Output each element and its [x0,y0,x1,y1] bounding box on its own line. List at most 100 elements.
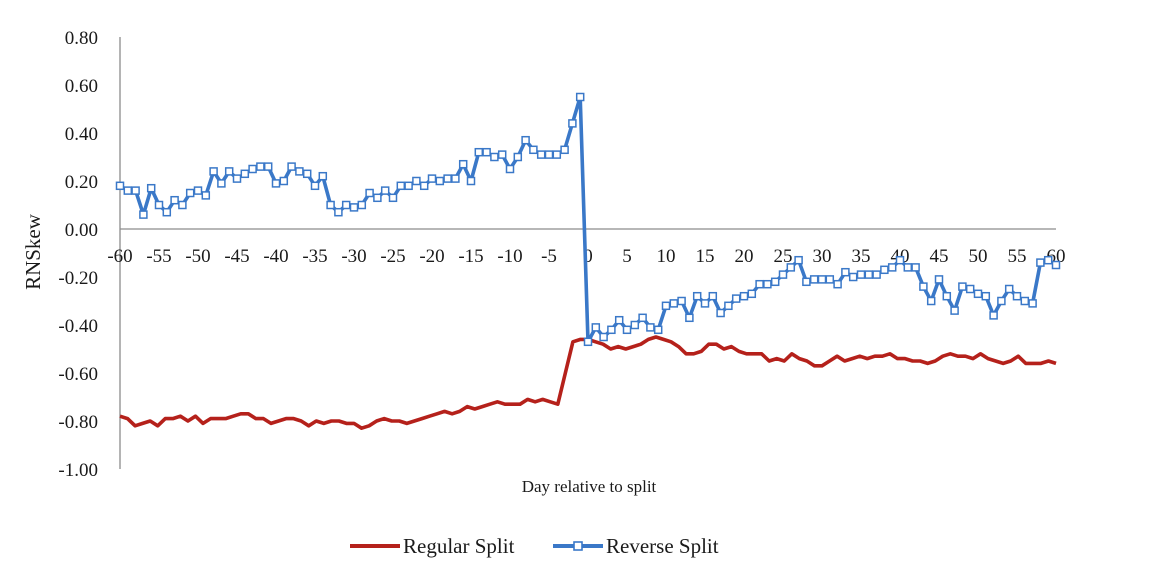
x-tick-label: 25 [774,246,793,267]
x-tick-label: 50 [969,246,988,267]
x-tick-label: -5 [541,246,557,267]
legend-item-regular-split: Regular Split [350,534,515,558]
data-point [217,179,226,188]
data-point [942,291,952,301]
legend-marker-reverse-split [573,541,583,551]
data-point [575,92,585,102]
data-point [973,289,983,299]
data-point [162,207,172,217]
data-point [435,176,445,186]
data-point [529,145,538,155]
data-point [139,210,148,219]
data-point [295,167,304,176]
x-tick-label: -50 [185,246,210,267]
data-point [482,147,491,157]
data-point [653,325,663,335]
data-point [731,294,741,303]
data-point [560,145,569,155]
data-point [716,308,725,318]
data-point [115,181,125,191]
y-tick-label: -0.20 [58,268,98,289]
data-point [396,181,406,191]
y-tick-label: -0.60 [58,364,98,385]
x-tick-label: -40 [263,246,288,267]
data-point [958,282,967,291]
y-tick-label: 0.20 [65,172,98,193]
data-point [536,150,546,159]
y-tick-label: 0.60 [65,76,98,97]
data-point [965,284,975,294]
data-point [786,263,796,272]
y-tick-labels: 0.80 0.60 0.40 0.20 0.00 -0.20 -0.40 -0.60 -0.80… [58,28,98,481]
data-point [458,159,468,169]
data-point [809,275,819,284]
y-tick-label: 0.80 [65,28,98,49]
data-point [404,181,413,191]
data-point [373,193,382,203]
legend-item-reverse-split: Reverse Split [553,534,719,558]
data-point [1051,260,1061,270]
data-point [630,320,640,330]
series-reverse-split [115,92,1061,347]
legend: Regular Split Reverse Split [350,534,719,558]
x-tick-label: 35 [852,246,871,267]
x-tick-label: 15 [696,246,715,267]
series-line-reverse-split [119,95,1057,344]
x-tick-label: -35 [302,246,327,267]
data-point [833,279,842,289]
y-axis-title: RNSkew [21,213,45,290]
data-point [521,135,530,145]
data-point [357,200,367,210]
data-point [989,311,998,320]
data-point [154,200,164,210]
data-point [513,152,523,162]
data-point [856,270,866,279]
data-point [544,150,554,159]
data-point [997,296,1006,306]
x-tick-label: 0 [583,246,593,267]
data-point [622,325,632,335]
x-tick-label: -10 [497,246,522,267]
data-point [880,265,889,275]
data-point [131,186,140,195]
data-point [724,301,733,311]
data-point [1043,255,1053,265]
data-point [895,255,905,265]
series-layer [115,92,1061,431]
data-point [178,200,187,210]
data-point [170,195,179,205]
data-point [232,174,242,183]
data-point [739,291,749,301]
x-tick-label: -15 [458,246,483,267]
data-point [934,275,944,284]
legend-label-regular-split: Regular Split [403,534,515,558]
data-point [146,183,156,193]
data-point [911,263,920,272]
data-point [349,203,359,212]
data-point [443,174,452,183]
data-point [185,188,195,198]
data-point [310,181,320,191]
data-point [497,150,507,159]
data-point [614,315,624,325]
data-point [677,296,686,306]
x-tick-labels: -60 -55 -50 -45 -40 -35 -30 -25 -20 -15 -10 -5 0 5 10 1… [107,246,1065,267]
data-point [646,323,655,332]
data-point [490,152,499,162]
data-point [1012,291,1022,301]
data-point [591,323,601,332]
data-point [256,162,265,171]
data-point [271,179,281,188]
data-point [380,186,390,195]
data-point [599,332,608,342]
data-point [568,119,577,128]
data-point [326,200,335,210]
x-tick-label: -25 [380,246,405,267]
data-point [763,279,772,289]
series-regular-split [119,335,1057,431]
data-point [334,207,343,217]
data-point [302,169,312,179]
data-point [224,167,234,176]
data-point [427,174,437,183]
